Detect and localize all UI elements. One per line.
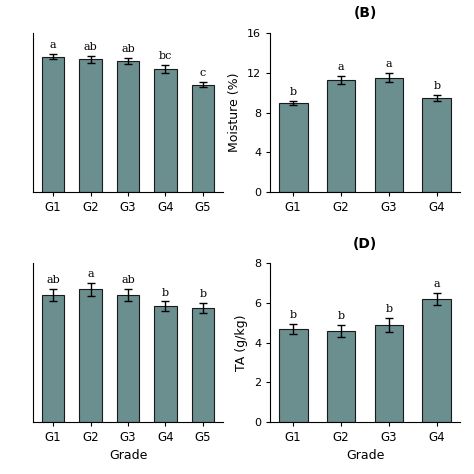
Bar: [79, 59, 102, 192]
Text: a: a: [338, 62, 344, 72]
Text: a: a: [87, 269, 94, 279]
Bar: [422, 299, 451, 422]
Y-axis label: Moisture (%): Moisture (%): [228, 73, 241, 152]
Bar: [422, 98, 451, 192]
Bar: [117, 61, 139, 192]
Text: a: a: [386, 59, 392, 69]
Bar: [279, 102, 308, 192]
Text: bc: bc: [159, 51, 172, 62]
Bar: [327, 80, 356, 192]
Bar: [154, 69, 177, 192]
Text: (D): (D): [353, 237, 377, 251]
Text: b: b: [290, 310, 297, 320]
Bar: [117, 295, 139, 422]
Text: a: a: [50, 40, 56, 50]
Bar: [42, 56, 64, 192]
Bar: [279, 328, 308, 422]
Text: b: b: [385, 304, 392, 314]
X-axis label: Grade: Grade: [346, 449, 384, 463]
Text: b: b: [290, 87, 297, 97]
Bar: [154, 306, 177, 422]
Text: (B): (B): [353, 7, 377, 20]
Bar: [42, 295, 64, 422]
Y-axis label: TA (g/kg): TA (g/kg): [236, 314, 248, 371]
Text: c: c: [200, 68, 206, 78]
Text: b: b: [162, 288, 169, 298]
Text: b: b: [433, 81, 440, 91]
Bar: [374, 78, 403, 192]
Bar: [79, 289, 102, 422]
Text: b: b: [200, 289, 207, 300]
Text: ab: ab: [46, 275, 60, 285]
Bar: [374, 325, 403, 422]
Text: ab: ab: [121, 275, 135, 285]
X-axis label: Grade: Grade: [109, 449, 147, 463]
Text: ab: ab: [83, 42, 97, 52]
Text: b: b: [337, 311, 345, 321]
Bar: [191, 84, 214, 192]
Bar: [191, 308, 214, 422]
Text: ab: ab: [121, 44, 135, 54]
Bar: [327, 331, 356, 422]
Text: a: a: [434, 279, 440, 289]
